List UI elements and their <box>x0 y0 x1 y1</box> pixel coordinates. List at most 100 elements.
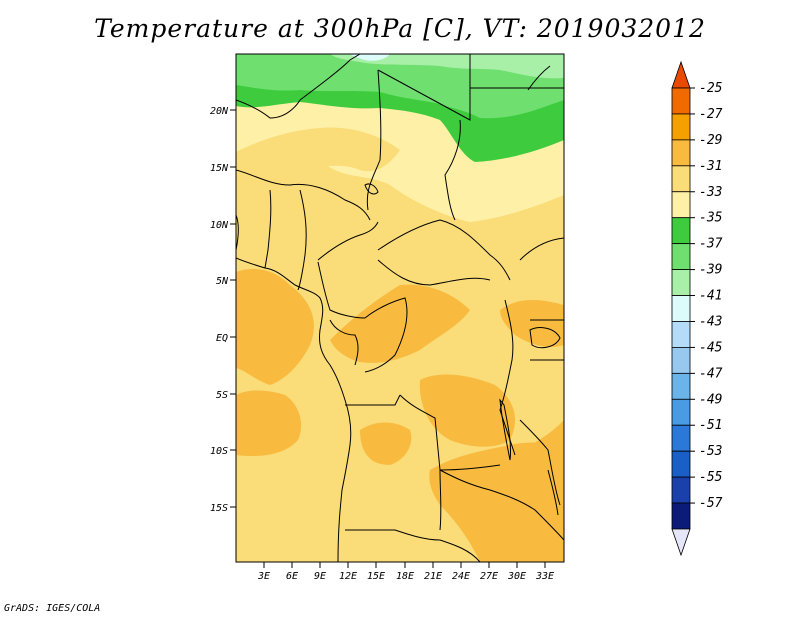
border-angola <box>345 394 481 562</box>
border-sahel-2 <box>264 189 272 269</box>
border-lake-victoria <box>529 327 561 349</box>
field-band-29-se <box>505 420 564 477</box>
grads-credit: GrADS: IGES/COLA <box>4 603 101 614</box>
lon-label: 9E <box>314 571 326 582</box>
lat-label: 5N <box>216 276 229 287</box>
colorbar-top-arrow <box>671 60 691 89</box>
border-congo <box>364 297 408 373</box>
border-chad-west <box>366 69 382 211</box>
border-sahel-1 <box>236 169 371 221</box>
field-band-31-north <box>236 127 400 177</box>
lon-label: 12E <box>339 571 357 582</box>
field-band-41 <box>330 54 564 79</box>
field-band-29-east <box>500 300 564 347</box>
border-chad-east <box>444 119 461 221</box>
map-title: Temperature at 300hPa [C], VT: 201903201… <box>94 14 706 43</box>
colorbar-swatch <box>671 347 691 374</box>
colorbar-label: -25 <box>699 81 723 96</box>
colorbar-label: -51 <box>699 418 722 433</box>
lat-label: 10S <box>210 446 228 457</box>
map-frame <box>235 53 565 563</box>
colorbar-label: -53 <box>699 444 722 459</box>
lon-label: 3E <box>257 571 270 582</box>
colorbar-label: -35 <box>699 211 723 226</box>
colorbar-swatch <box>671 295 691 322</box>
field-band-39 <box>236 54 564 119</box>
border-north-1 <box>299 54 361 101</box>
colorbar: -25 -27 -29 -31 -33 -35 -37 -39 -41 -43 -45 -47 -49 -… <box>671 60 723 557</box>
colorbar-swatch <box>671 450 691 478</box>
border-red-sea <box>527 65 551 91</box>
temperature-field <box>236 54 564 562</box>
field-band-29-congo <box>419 374 515 447</box>
border-angola-east <box>439 469 442 531</box>
colorbar-swatch <box>671 87 691 115</box>
colorbar-label: -43 <box>699 314 722 329</box>
border-lake-malawi <box>547 469 559 516</box>
lat-ticks: 20N 15N 10N 5N EQ 5S 10S 15S <box>210 106 236 514</box>
colorbar-label: -49 <box>699 392 722 407</box>
border-drc-east <box>499 299 516 456</box>
colorbar-label: -55 <box>699 470 723 485</box>
border-sahel-3 <box>297 189 307 291</box>
lon-ticks: 3E 6E 9E 12E 15E 18E 21E 24E 27E 30E 33E <box>257 562 554 582</box>
lon-label: 30E <box>507 571 526 582</box>
lat-label: 10N <box>210 220 229 231</box>
field-band-29-west <box>236 268 314 385</box>
lon-label: 6E <box>286 571 298 582</box>
colorbar-bottom-arrow <box>671 528 691 557</box>
lat-label: 20N <box>210 106 229 117</box>
lon-label: 15E <box>367 571 385 582</box>
colorbar-swatch <box>671 372 691 400</box>
country-boundaries <box>236 54 564 562</box>
colorbar-label: -39 <box>699 263 722 278</box>
colorbar-swatch <box>671 476 691 504</box>
lon-label: 18E <box>396 571 414 582</box>
border-zambia <box>439 469 564 541</box>
border-east-2 <box>530 319 564 361</box>
colorbar-label: -31 <box>699 159 722 174</box>
border-drc-south <box>399 394 501 471</box>
colorbar-swatch <box>671 139 691 167</box>
colorbar-label: -27 <box>699 107 723 122</box>
lon-label: 27E <box>480 571 498 582</box>
colorbar-swatch <box>671 269 691 296</box>
field-band-29-mid <box>360 422 412 465</box>
lon-label: 24E <box>452 571 470 582</box>
border-nigeria-cam <box>317 221 379 261</box>
border-east-1 <box>519 237 564 261</box>
border-car <box>377 219 511 281</box>
border-cam-south <box>317 261 366 319</box>
lat-label: 15N <box>210 163 229 174</box>
colorbar-label: -47 <box>699 366 723 381</box>
colorbar-label: -41 <box>699 289 722 304</box>
border-east-3 <box>519 419 561 506</box>
lat-label: 5S <box>216 390 228 401</box>
colorbar-swatch <box>671 191 691 219</box>
border-north-4 <box>236 99 301 119</box>
field-band-29-central <box>330 284 470 363</box>
border-car-south <box>377 259 491 286</box>
colorbar-swatch <box>671 165 691 193</box>
border-gabon <box>329 319 359 366</box>
lat-label: 15S <box>210 503 228 514</box>
colorbar-swatch <box>671 321 691 348</box>
border-lake-chad <box>364 183 379 195</box>
colorbar-swatch <box>671 398 691 426</box>
border-lake-tanganyika <box>499 398 511 461</box>
colorbar-swatch <box>671 113 691 141</box>
colorbar-swatch <box>671 502 691 530</box>
colorbar-label: -33 <box>699 185 722 200</box>
lon-label: 21E <box>424 571 442 582</box>
colorbar-swatch <box>671 217 691 245</box>
colorbar-label: -29 <box>699 133 722 148</box>
colorbar-label: -57 <box>699 496 723 511</box>
lon-label: 33E <box>535 571 554 582</box>
colorbar-swatch <box>671 243 691 270</box>
field-band-29-sw <box>236 390 302 457</box>
border-north-2 <box>377 54 471 121</box>
field-band-43 <box>350 54 390 61</box>
colorbar-label: -45 <box>699 340 723 355</box>
colorbar-swatch <box>671 424 691 452</box>
